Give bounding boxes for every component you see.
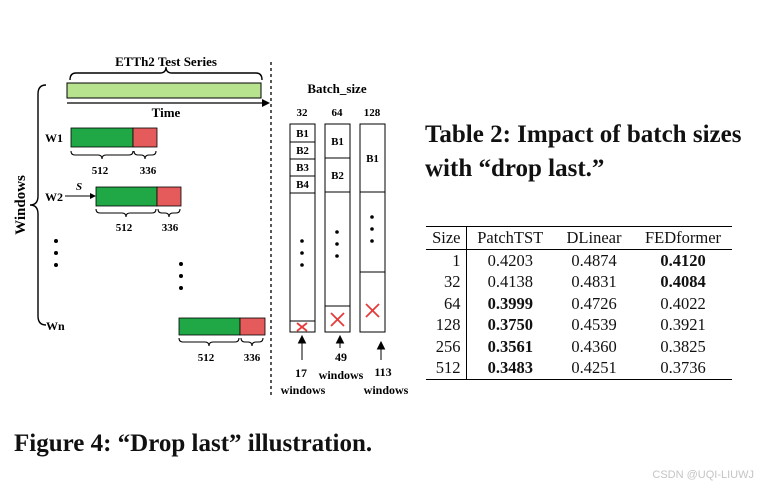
table-cell: 64 xyxy=(426,292,467,314)
dropped-word-128: windows xyxy=(364,383,409,397)
w2-input-brace xyxy=(95,208,157,218)
drop-arrows xyxy=(297,334,386,360)
table-cell: 1 xyxy=(426,249,467,271)
batch-size-label: Batch_size xyxy=(307,81,366,96)
w2-input-len: 512 xyxy=(116,222,133,234)
wn-input-len: 512 xyxy=(198,352,215,364)
windows-brace xyxy=(29,84,47,326)
w1-input xyxy=(70,127,134,148)
batch-size-32: 32 xyxy=(297,107,309,119)
b64-drop-cross xyxy=(330,312,345,327)
w1-input-brace xyxy=(70,150,134,160)
batch-size-64: 64 xyxy=(332,107,344,119)
table-row: 64 0.3999 0.4726 0.4022 xyxy=(426,292,732,314)
batch-size-128: 128 xyxy=(364,107,381,119)
table-cell: 0.4874 xyxy=(571,250,617,270)
w1-input-len: 512 xyxy=(92,165,109,177)
table-cell: 0.4831 xyxy=(571,272,617,291)
dropped-word-64: windows xyxy=(319,368,364,382)
header-dlinear: DLinear xyxy=(566,228,622,247)
table-cell: 0.3750 xyxy=(487,315,533,334)
table-row: 1 0.4203 0.4874 0.4120 xyxy=(426,249,732,271)
table-row: 256 0.3561 0.4360 0.3825 xyxy=(426,335,732,357)
table-cell: 0.3483 xyxy=(487,358,533,377)
dropped-word-32: windows xyxy=(281,383,326,397)
b64-block-b1: B1 xyxy=(331,136,344,148)
window-label-wn: Wn xyxy=(46,319,65,333)
series-bar xyxy=(66,82,262,99)
b128-block-b1: B1 xyxy=(366,153,379,165)
dropped-count-64: 49 xyxy=(335,350,347,364)
b32-block-b1: B1 xyxy=(296,128,309,140)
drop-last-figure: ETTh2 Test Series Time Windows W1 512 33… xyxy=(13,54,409,398)
wn-input-brace xyxy=(178,337,240,347)
header-patchtst: PatchTST xyxy=(477,228,544,247)
series-label: ETTh2 Test Series xyxy=(115,54,217,69)
w2-input xyxy=(95,186,158,207)
table-cell: 0.4138 xyxy=(487,272,533,291)
windows-ellipsis-right xyxy=(179,262,183,290)
table-row: 512 0.3483 0.4251 0.3736 xyxy=(426,357,732,379)
wn-input xyxy=(178,317,241,336)
stride-arrow-head xyxy=(90,193,96,199)
header-size: Size xyxy=(426,226,467,249)
table-cell: 32 xyxy=(426,271,467,293)
b32-drop-cross xyxy=(296,322,308,332)
table-cell: 0.4360 xyxy=(571,336,617,356)
stride-label: S xyxy=(76,181,82,193)
w2-pred-brace xyxy=(157,208,181,218)
b128-drop-cross xyxy=(365,303,380,318)
dropped-count-32: 17 xyxy=(295,366,307,380)
table-cell: 0.4084 xyxy=(660,272,706,291)
w2-pred xyxy=(156,186,182,207)
watermark: CSDN @UQI-LIUWJ xyxy=(652,469,754,481)
figure-caption: Figure 4: “Drop last” illustration. xyxy=(14,430,373,457)
window-label-w1: W1 xyxy=(45,131,63,145)
wn-pred xyxy=(239,317,266,336)
w1-pred-len: 336 xyxy=(140,165,157,177)
table-cell: 0.4022 xyxy=(660,293,706,313)
table-cell: 0.4251 xyxy=(571,358,617,377)
b64-ellipsis xyxy=(335,230,339,258)
table-cell: 0.3736 xyxy=(660,358,706,377)
w1-pred-brace xyxy=(133,150,157,160)
b32-block-b2: B2 xyxy=(296,145,309,157)
table-cell: 0.4726 xyxy=(571,293,617,313)
table-cell: 0.4203 xyxy=(487,250,533,270)
table-row: 32 0.4138 0.4831 0.4084 xyxy=(426,271,732,293)
w1-pred xyxy=(132,127,158,148)
table-cell: 128 xyxy=(426,314,467,336)
table-cell: 0.3825 xyxy=(660,336,706,356)
batch-column-64 xyxy=(324,123,351,333)
table-cell: 256 xyxy=(426,335,467,357)
series-brace xyxy=(69,66,263,81)
table-cell: 0.4539 xyxy=(571,315,617,334)
wn-pred-brace xyxy=(240,337,264,347)
table-title: Table 2: Impact of batch sizes with “dro… xyxy=(425,121,742,182)
b128-ellipsis xyxy=(370,215,374,243)
windows-ellipsis-left xyxy=(54,239,58,267)
header-fedformer: FEDformer xyxy=(644,228,722,247)
windows-label: Windows xyxy=(13,175,29,235)
table-header-row: Size PatchTST DLinear FEDformer xyxy=(426,226,732,249)
time-arrow-head xyxy=(262,99,270,107)
table-cell: 512 xyxy=(426,357,467,379)
time-label: Time xyxy=(152,105,181,120)
dropped-count-128: 113 xyxy=(374,365,391,379)
batch-size-results-table: Size PatchTST DLinear FEDformer 1 0.4203 0… xyxy=(426,226,732,380)
table-row: 128 0.3750 0.4539 0.3921 xyxy=(426,314,732,336)
window-label-w2: W2 xyxy=(45,190,63,204)
b64-block-b2: B2 xyxy=(331,170,344,182)
b32-block-b4: B4 xyxy=(296,179,309,191)
table-cell: 0.3999 xyxy=(487,293,533,313)
table-cell: 0.3561 xyxy=(487,336,533,356)
b32-ellipsis xyxy=(300,239,304,267)
table-cell: 0.3921 xyxy=(660,315,706,334)
w2-pred-len: 336 xyxy=(162,222,179,234)
wn-pred-len: 336 xyxy=(244,352,261,364)
table-cell: 0.4120 xyxy=(660,250,706,270)
b32-block-b3: B3 xyxy=(296,162,309,174)
